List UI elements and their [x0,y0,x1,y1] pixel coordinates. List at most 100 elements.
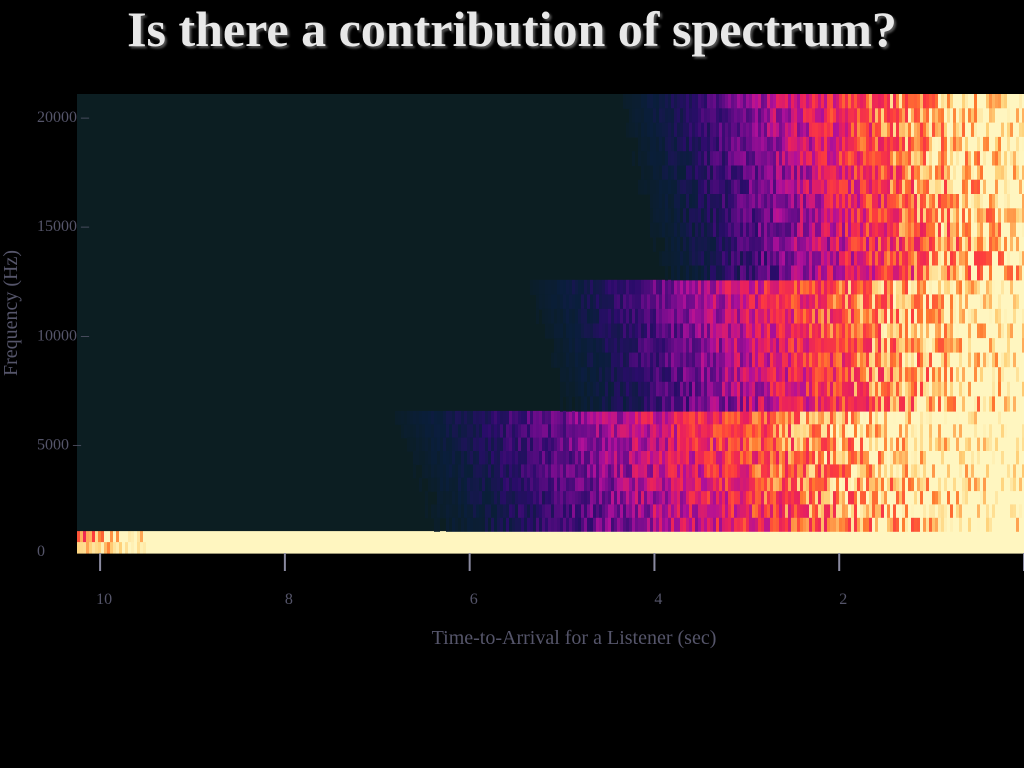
heatmap-cell [959,410,962,425]
heatmap-cell [788,194,791,209]
heatmap-cell [647,165,650,181]
heatmap-cell [263,542,266,554]
heatmap-cell [794,424,797,439]
heatmap-cell [797,424,800,439]
heatmap-cell [716,294,719,310]
heatmap-cell [494,504,497,519]
heatmap-cell [779,323,782,339]
heatmap-cell [884,517,887,532]
heatmap-cell [851,108,854,124]
heatmap-cell [827,165,830,181]
heatmap-cell [929,504,932,519]
heatmap-cell [746,108,749,124]
heatmap-cell [656,151,659,167]
heatmap-cell [368,542,371,554]
heatmap-cell [833,179,836,195]
heatmap-cell [815,338,818,354]
heatmap-cell [854,531,857,543]
heatmap-cell [1004,451,1007,465]
heatmap-cell [683,165,686,181]
heatmap-cell [554,437,557,452]
heatmap-cell [1022,451,1024,465]
heatmap-cell [527,542,530,554]
heatmap-cell [767,94,770,109]
heatmap-cell [731,352,734,368]
heatmap-cell [626,464,629,479]
heatmap-cell [722,410,725,425]
heatmap-cell [767,531,770,543]
heatmap-cell [1022,352,1024,368]
heatmap-cell [722,265,725,281]
heatmap-cell [668,108,671,124]
heatmap-cell [608,531,611,543]
heatmap-cell [785,542,788,554]
heatmap-cell [806,122,809,138]
heatmap-cell [653,151,656,167]
heatmap-cell [860,424,863,439]
heatmap-cell [788,464,791,479]
heatmap-cell [455,424,458,439]
heatmap-cell [587,279,590,295]
heatmap-cell [932,437,935,452]
heatmap-cell [1019,323,1022,339]
heatmap-cell [743,108,746,124]
heatmap-cell [956,451,959,465]
heatmap-cell [872,108,875,124]
heatmap-cell [827,352,830,368]
heatmap-cell [563,531,566,543]
heatmap-cell [767,517,770,532]
heatmap-cell [587,451,590,465]
heatmap-cell [833,464,836,479]
heatmap-cell [509,517,512,532]
heatmap-cell [551,410,554,425]
heatmap-cell [710,464,713,479]
heatmap-cell [593,381,596,397]
heatmap-cell [746,381,749,397]
heatmap-cell [854,236,857,252]
heatmap-cell [776,251,779,267]
heatmap-cell [860,279,863,295]
heatmap-cell [86,531,89,543]
heatmap-cell [842,308,845,325]
heatmap-cell [866,542,869,554]
heatmap-cell [545,424,548,439]
heatmap-cell [482,517,485,532]
heatmap-cell [713,531,716,543]
heatmap-cell [830,208,833,224]
heatmap-cell [701,323,704,339]
heatmap-cell [779,294,782,310]
heatmap-cell [611,437,614,452]
heatmap-cell [515,424,518,439]
heatmap-cell [989,410,992,425]
heatmap-cell [845,464,848,479]
heatmap-cell [878,236,881,252]
heatmap-cell [563,477,566,492]
heatmap-cell [992,294,995,310]
heatmap-cell [791,308,794,325]
heatmap-cell [911,464,914,479]
heatmap-cell [893,410,896,425]
heatmap-cell [746,265,749,281]
heatmap-cell [1016,531,1019,543]
heatmap-cell [77,531,80,543]
heatmap-cell [947,367,950,383]
heatmap-cell [914,517,917,532]
heatmap-cell [872,122,875,138]
heatmap-cell [593,504,596,519]
heatmap-cell [950,323,953,339]
heatmap-cell [773,531,776,543]
heatmap-cell [680,504,683,519]
heatmap-cell [518,477,521,492]
heatmap-cell [314,531,317,543]
heatmap-cell [659,208,662,224]
heatmap-cell [686,308,689,325]
heatmap-cell [728,151,731,167]
heatmap-cell [845,367,848,383]
heatmap-cell [428,424,431,439]
heatmap-cell [932,352,935,368]
heatmap-cell [629,279,632,295]
heatmap-cell [980,381,983,397]
heatmap-cell [749,151,752,167]
heatmap-cell [1007,464,1010,479]
heatmap-cell [593,491,596,506]
